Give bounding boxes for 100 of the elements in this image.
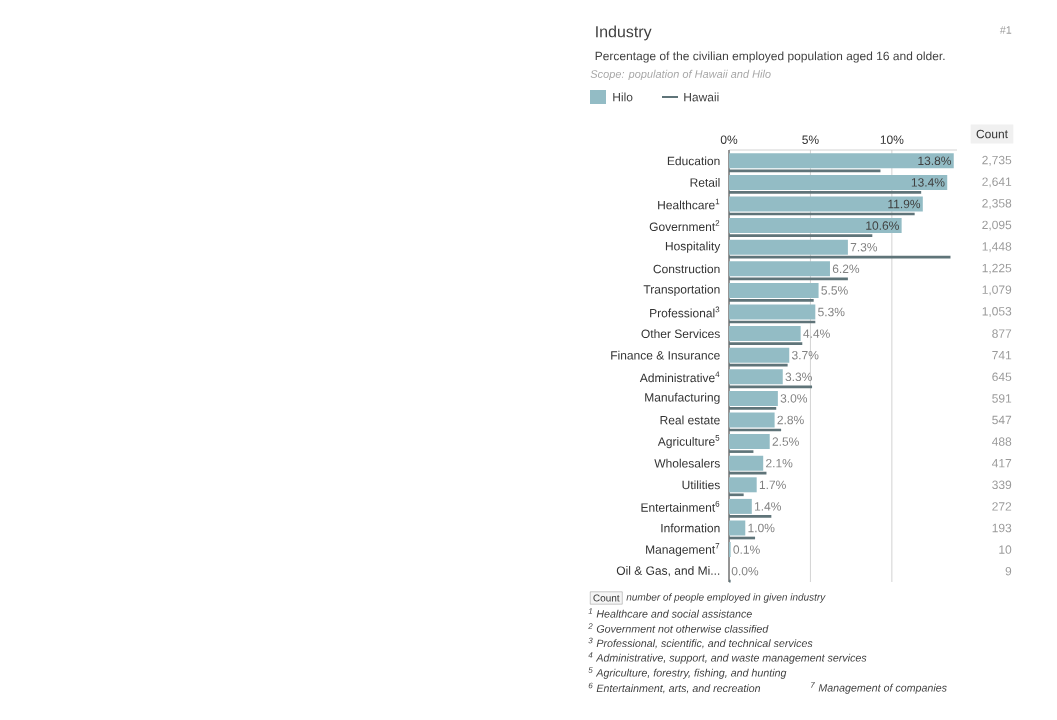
y-tick-label: Construction [653,264,720,274]
y-tick-label: Administrative$^{4}$ [639,371,720,383]
y-tick-label: Hospitality [665,241,721,253]
data-label: 2.1% [766,458,793,468]
bar [729,261,830,277]
text: $^{4}$ Administrative, support, and waste management services [588,652,867,664]
y-tick-label: Information [661,523,720,533]
legend-label: Hawaii [684,92,719,102]
text: Count [593,594,620,602]
text: 591 [992,394,1012,403]
text: number of people employed in given industry [626,593,826,603]
bar [729,282,819,298]
text: 1,053 [982,307,1012,317]
data-label: 2.8% [777,415,804,425]
y-tick-label: Agriculture$^{5}$ [657,435,720,449]
data-label: 5.3% [818,307,845,317]
y-tick-label: Education [667,156,720,166]
text: 547 [992,415,1012,425]
bar [729,234,873,237]
bar [729,363,788,367]
chart-subtitle: Percentage of the civilian employed population aged 16 and older. [595,51,945,63]
data-label: 13.4% [911,178,945,187]
data-label: 4.4% [803,329,830,338]
legend-label: Hilo [613,92,633,102]
bar [729,196,923,212]
y-tick-label: Healthcare$^{1}$ [658,198,720,210]
bar [729,407,777,410]
text: 272 [992,502,1012,511]
data-label: 3.0% [780,394,808,403]
bar [729,304,816,320]
bar [729,299,814,302]
text: 2,641 [982,177,1012,188]
data-label: 7.3% [850,242,878,252]
y-tick-label: Finance & Insurance [611,350,720,360]
text: 645 [992,372,1012,382]
data-label: 11.9% [888,199,921,209]
bar [729,169,881,173]
data-label: 3.3% [785,372,812,382]
y-tick-label: Entertainment$^{6}$ [641,501,720,512]
y-tick-label: Government$^{2}$ [649,220,720,232]
text: 193 [992,523,1012,533]
bar [729,277,848,281]
x-tick-label: 5% [802,135,819,144]
bar [729,326,801,342]
y-tick-label: Professional$^{3}$ [650,306,720,318]
y-tick-label: Real estate [660,415,720,425]
chart-title: Industry [596,25,652,41]
bar [729,471,767,475]
bar [729,390,778,406]
bar [729,255,951,259]
text: $^{2}$ Government not otherwise classified [588,623,769,633]
bar [729,412,775,428]
text: $^{1}$ Healthcare and social assistance [588,608,752,618]
bar [729,174,948,190]
text: 741 [992,351,1012,360]
bar [729,369,783,385]
text: 1,079 [982,285,1012,296]
y-tick-label: Transportation [643,284,720,296]
y-tick-label: Other Services [641,329,720,339]
bar [729,218,902,234]
data-label: 0.0% [731,566,759,576]
data-label: 3.7% [791,350,819,360]
text: 1,225 [982,263,1012,274]
text: #1 [999,26,1012,34]
text: $^{5}$ Agriculture, forestry, fishing, and hunting [588,667,787,679]
x-tick-label: 0% [720,135,738,144]
text: Scope: population of Hawaii and Hilo [590,69,771,81]
data-label: 13.8% [918,156,952,166]
data-label: 1.7% [759,480,786,489]
bar [729,498,752,514]
text: $^{7}$ Management of companies [811,682,947,694]
text: 2,095 [982,220,1012,231]
bar [729,191,922,194]
data-label: 1.4% [754,502,781,511]
bar [729,493,744,497]
bar [729,239,848,255]
y-tick-label: Retail [690,177,720,187]
data-label: 5.5% [821,286,848,295]
data-label: 2.5% [772,437,799,446]
text: $^{6}$ Entertainment, arts, and recreation [588,682,761,694]
text: 339 [992,480,1012,490]
text: 2,358 [982,199,1012,209]
data-label: 6.2% [832,264,860,274]
bar [729,434,770,450]
bar [729,455,764,471]
text: 417 [991,459,1012,468]
text: Count [976,129,1008,139]
text: 877 [992,329,1012,338]
x-tick-label: 10% [880,135,904,144]
bar [729,347,790,363]
y-tick-label: Wholesalers [654,458,720,468]
text: 10 [999,545,1012,554]
data-label: 10.6% [866,221,899,230]
bar [729,477,757,493]
data-label: 0.1% [733,545,760,554]
text: 9 [1005,566,1012,576]
bar [729,342,803,345]
text: 488 [991,437,1012,446]
bar [729,515,772,518]
y-tick-label: Manufacturing [645,392,720,404]
